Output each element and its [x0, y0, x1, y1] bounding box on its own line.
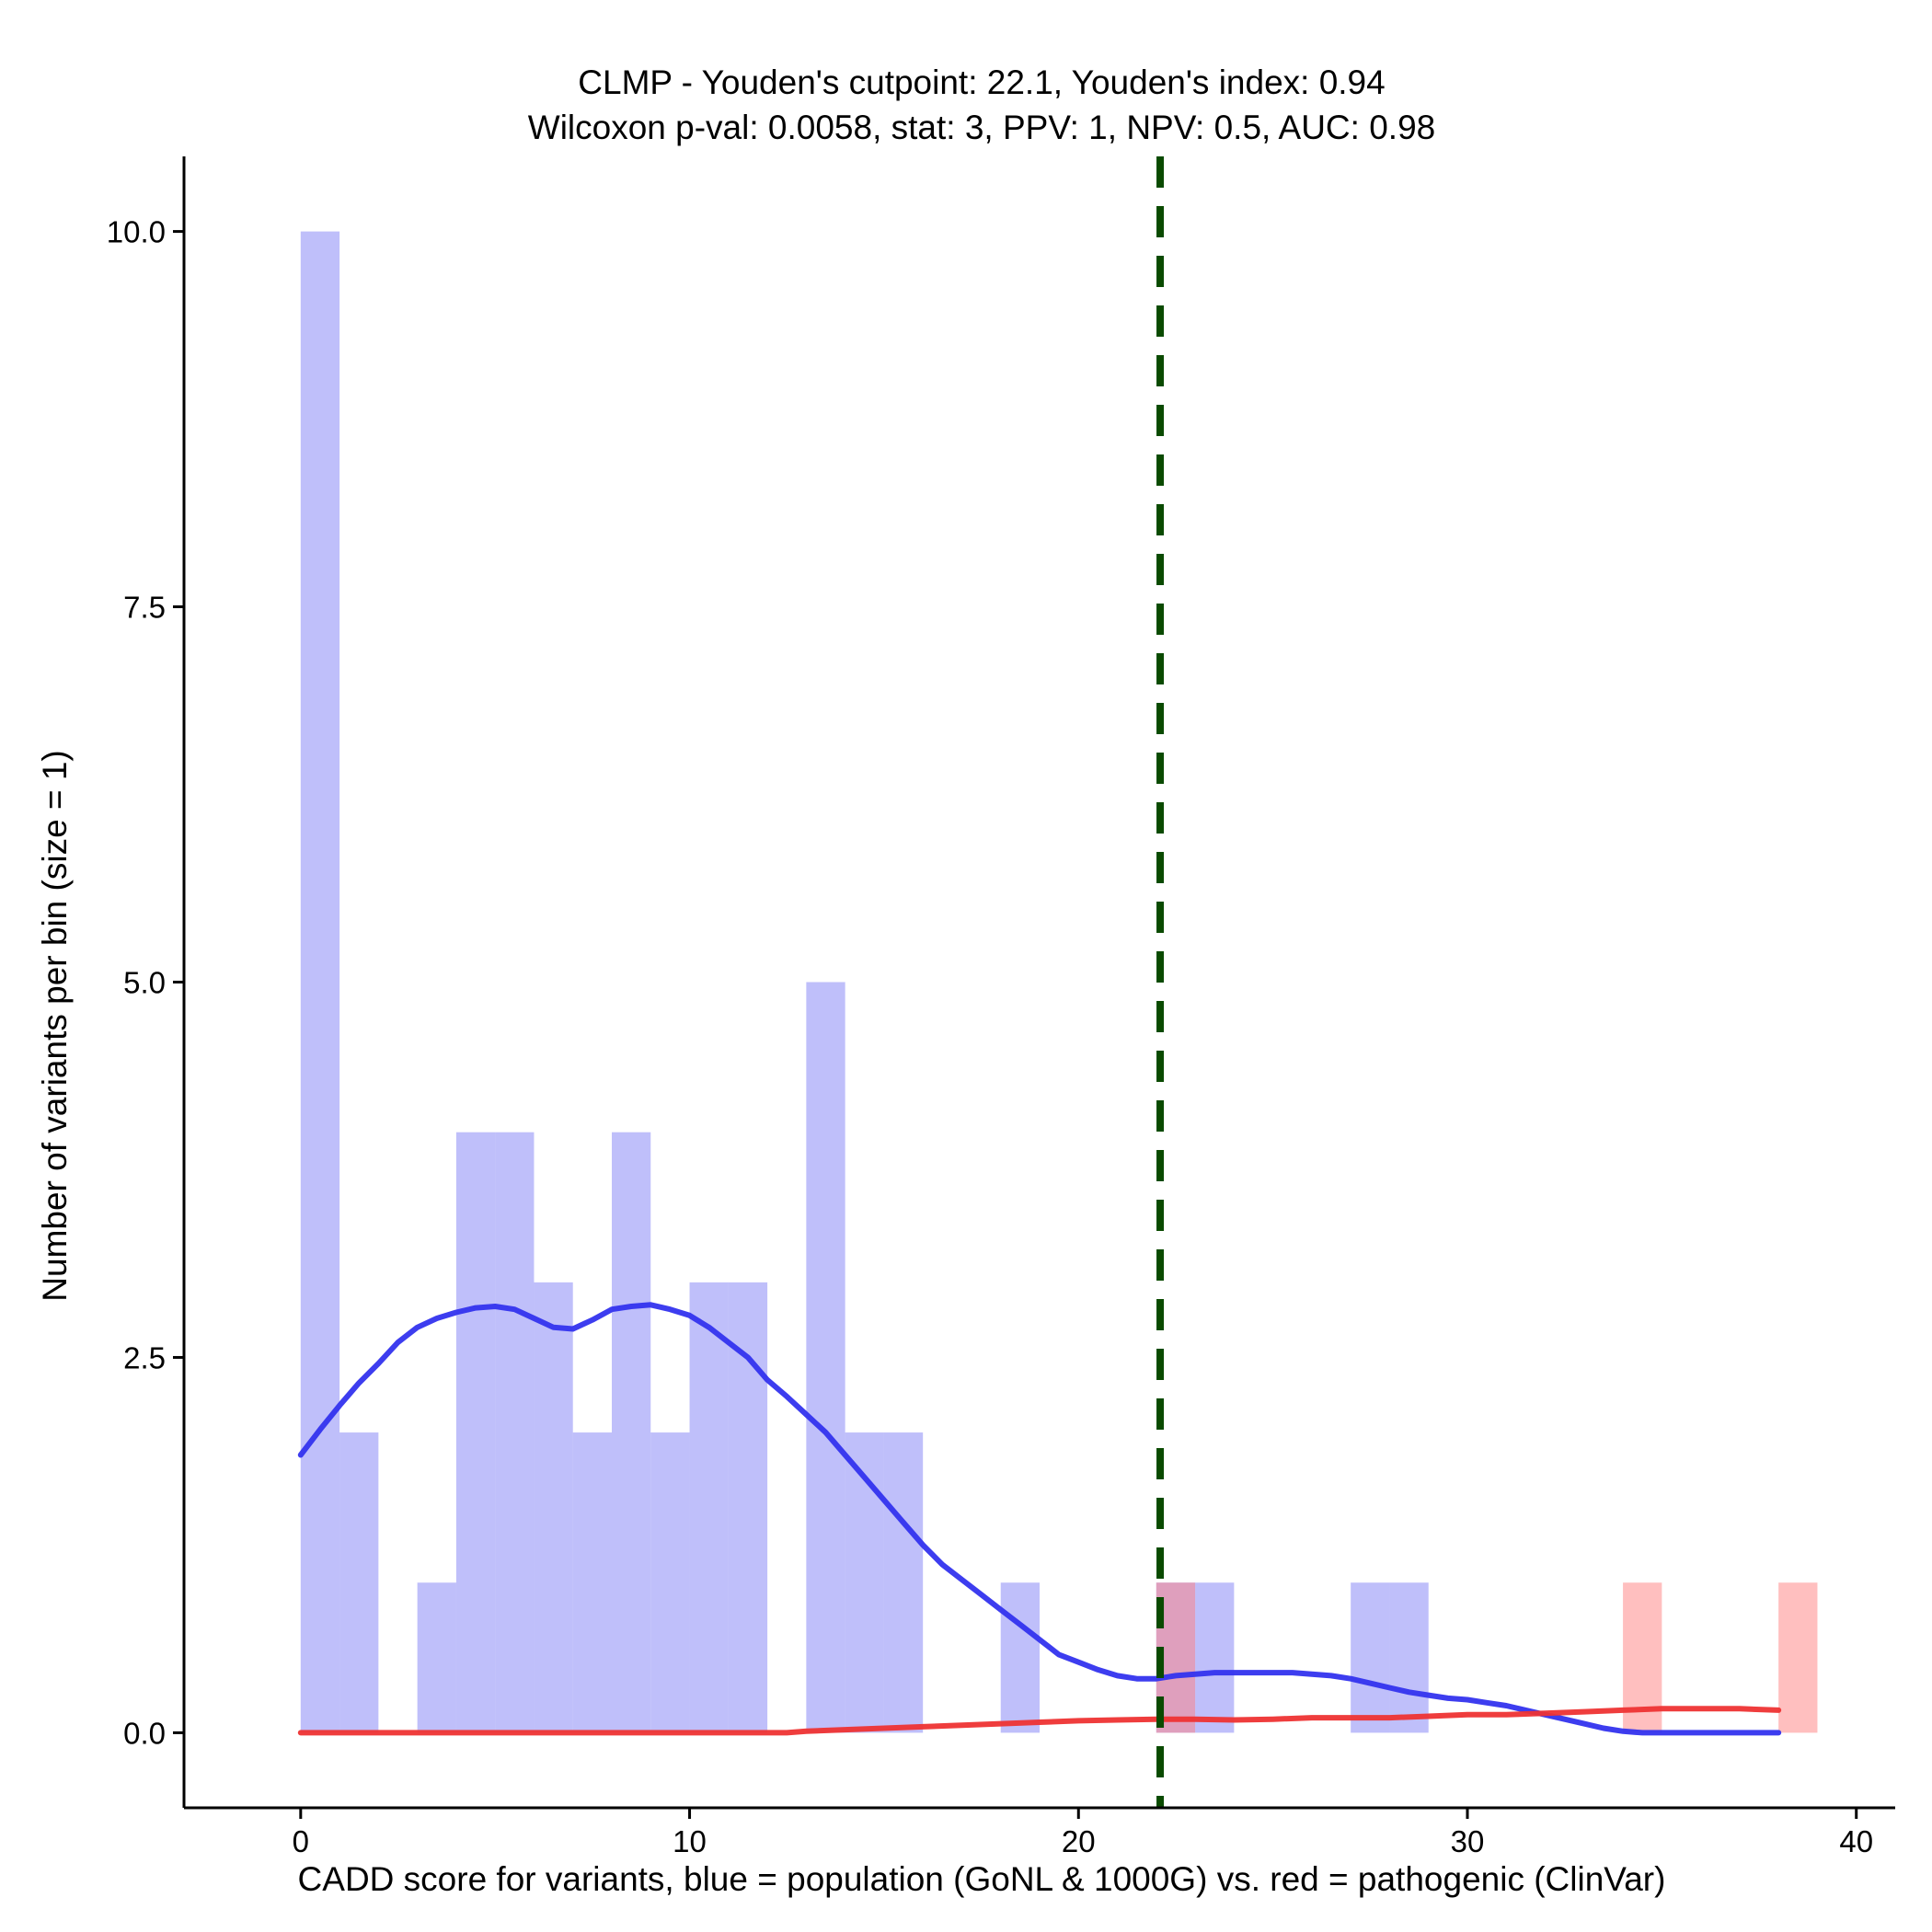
y-tick-label: 2.5 [123, 1340, 166, 1374]
x-tick-label: 0 [293, 1824, 309, 1858]
population-bar-5 [495, 1132, 535, 1733]
y-axis-label: Number of variants per bin (size = 1) [36, 750, 74, 1301]
population-bar-0 [300, 231, 340, 1733]
x-tick-label: 30 [1451, 1824, 1485, 1858]
y-tick-label: 5.0 [123, 966, 166, 1000]
x-axis-label: CADD score for variants, blue = populati… [298, 1860, 1666, 1898]
population-bar-6 [534, 1282, 573, 1733]
x-tick-label: 40 [1839, 1824, 1873, 1858]
population-bar-8 [612, 1132, 651, 1733]
population-bar-9 [650, 1432, 690, 1733]
y-tick-label: 10.0 [107, 215, 166, 249]
population-bar-15 [883, 1432, 924, 1733]
density-lines [297, 156, 1782, 1808]
chart-title: CLMP - Youden's cutpoint: 22.1, Youden's… [578, 63, 1385, 101]
y-tick-label: 0.0 [123, 1716, 166, 1750]
population-bar-14 [845, 1432, 884, 1733]
population-bar-28 [1389, 1582, 1429, 1733]
pathogenic-bar-38 [1778, 1582, 1818, 1733]
population-bar-10 [689, 1282, 729, 1733]
population-bar-18 [1000, 1582, 1040, 1733]
x-tick-label: 10 [673, 1824, 707, 1858]
population-bar-1 [339, 1432, 379, 1733]
histogram-bars [300, 231, 1818, 1733]
population-bar-13 [806, 982, 845, 1733]
pathogenic-density-line [297, 1706, 1782, 1736]
x-tick-label: 20 [1062, 1824, 1096, 1858]
population-bar-7 [572, 1432, 612, 1733]
y-tick-label: 7.5 [123, 591, 166, 625]
axes: 0 10 20 30 40 0.0 2.5 5.0 7.5 10.0 [107, 156, 1895, 1858]
population-bar-23 [1195, 1582, 1235, 1733]
population-bar-4 [455, 1132, 496, 1733]
population-bar-27 [1351, 1582, 1390, 1733]
chart-subtitle: Wilcoxon p-val: 0.0058, stat: 3, PPV: 1,… [528, 109, 1435, 146]
population-bar-3 [417, 1582, 456, 1733]
